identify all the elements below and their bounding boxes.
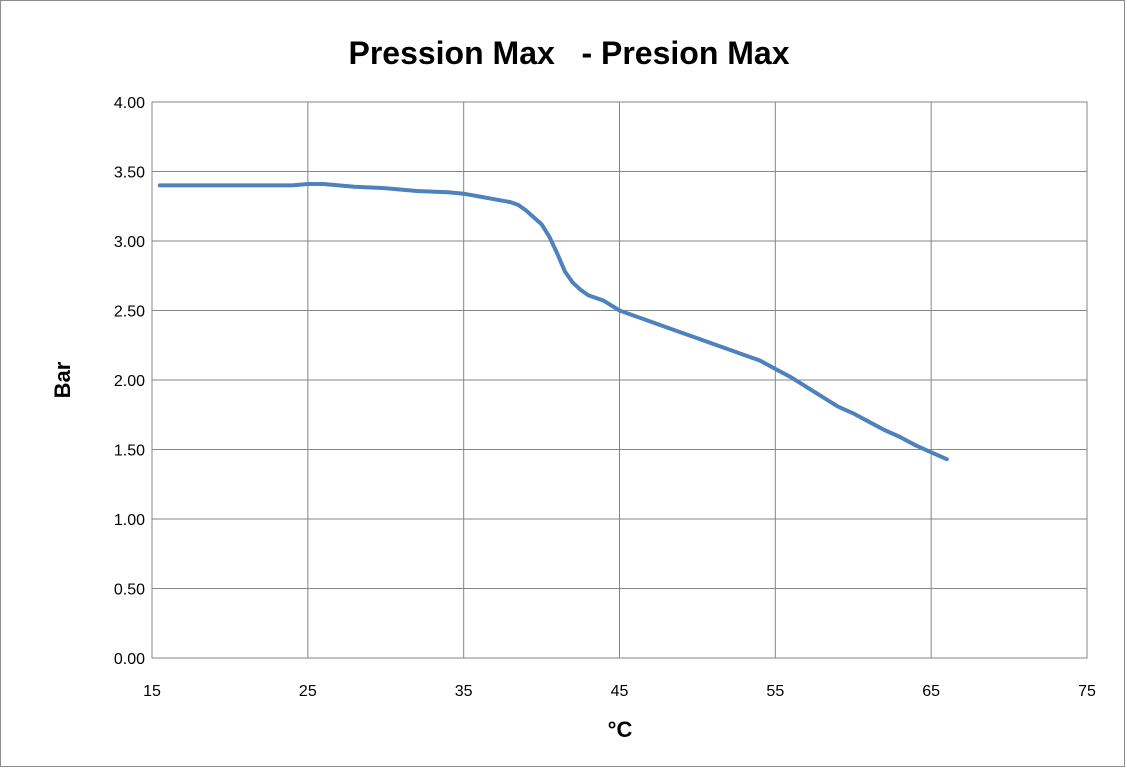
- y-tick-label: 4.00: [114, 95, 145, 112]
- x-axis-title: °C: [608, 717, 633, 742]
- y-tick-label: 0.00: [114, 651, 145, 668]
- y-tick-label: 3.00: [114, 234, 145, 251]
- y-axis-title: Bar: [50, 361, 75, 398]
- y-tick-label: 2.50: [114, 304, 145, 321]
- x-tick-label: 65: [922, 683, 940, 700]
- y-tick-label: 3.50: [114, 165, 145, 182]
- y-tick-label: 0.50: [114, 582, 145, 599]
- y-tick-label: 1.50: [114, 443, 145, 460]
- x-tick-label: 25: [299, 683, 317, 700]
- x-tick-label: 45: [611, 683, 629, 700]
- series-line: [157, 182, 949, 462]
- plot-area-border: [151, 101, 1088, 659]
- x-tick-label: 15: [143, 683, 161, 700]
- x-tick-label: 35: [455, 683, 473, 700]
- x-axis-ticks: 15 25 35 45 55 65 75: [143, 683, 1096, 700]
- x-tick-label: 55: [766, 683, 784, 700]
- x-tick-label: 75: [1078, 683, 1096, 700]
- y-tick-label: 1.00: [114, 512, 145, 529]
- y-axis-ticks: 0.00 0.50 1.00 1.50 2.00 2.50 3.00 3.50 4.00: [114, 95, 145, 668]
- y-tick-label: 2.00: [114, 373, 145, 390]
- chart-title: Pression Max - Presion Max: [348, 35, 789, 71]
